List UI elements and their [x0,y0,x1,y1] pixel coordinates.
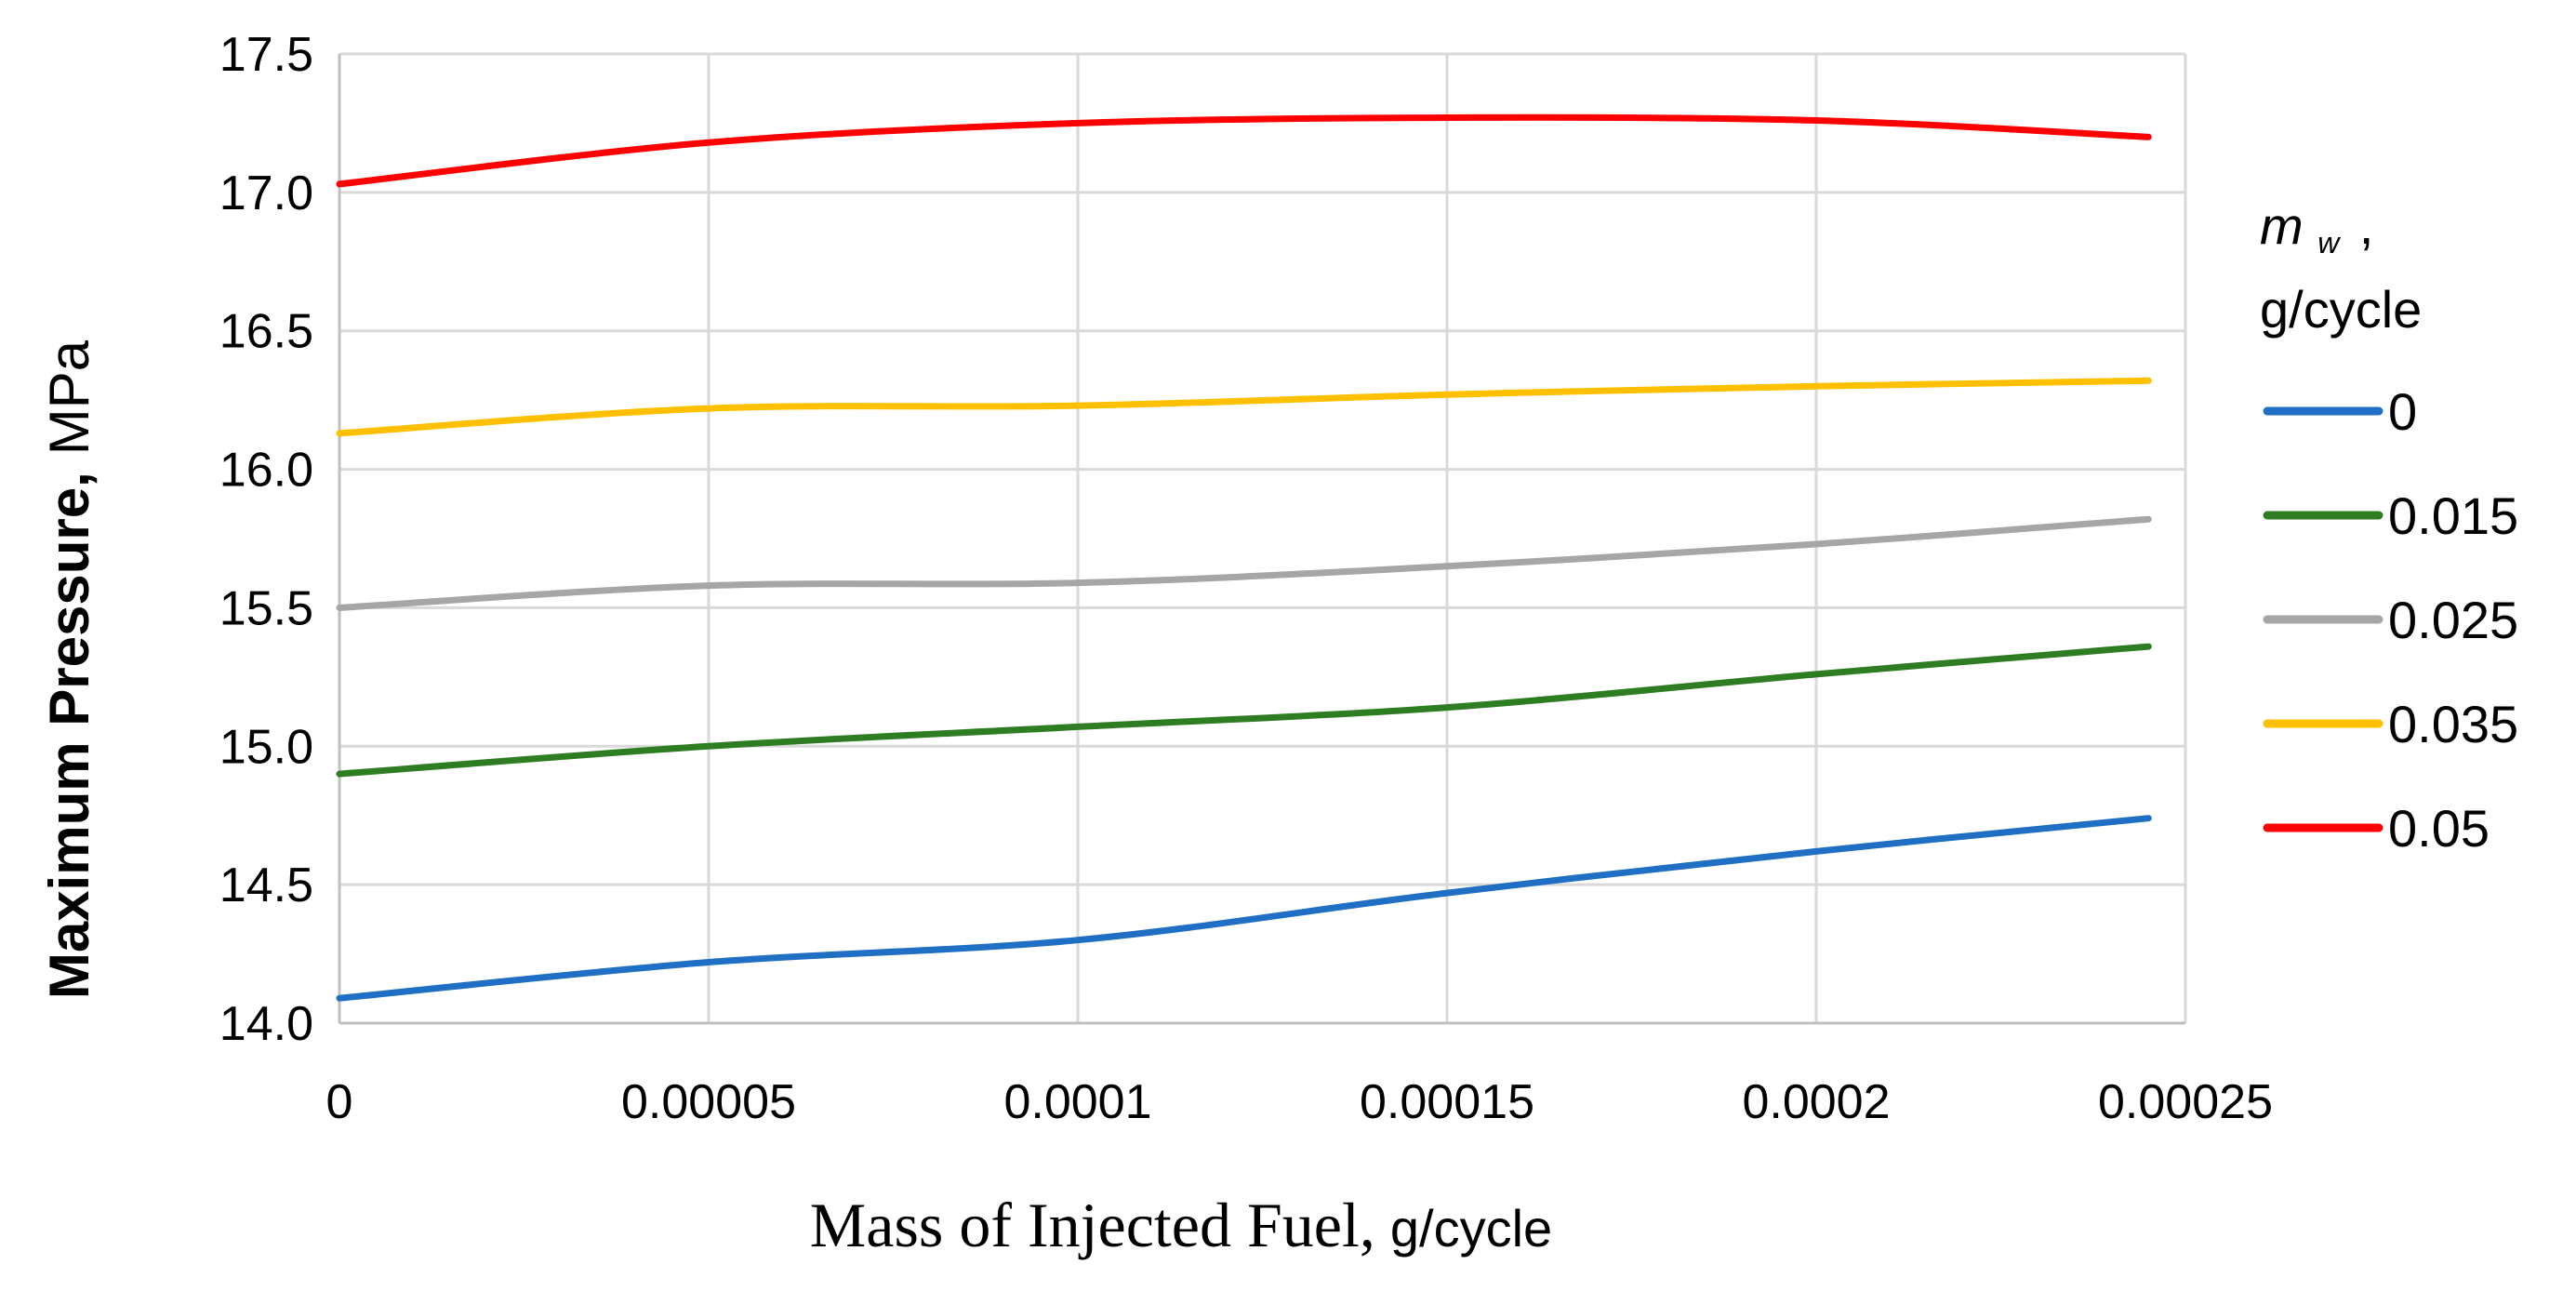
legend-label: 0.035 [2388,695,2518,753]
legend-label: 0 [2388,382,2417,441]
legend-title-subscript: w [2317,226,2341,260]
x-tick-label: 0.0001 [1003,1075,1151,1129]
y-axis-label-main: Maximum Pressure, [38,472,100,999]
legend-label: 0.05 [2388,799,2490,858]
series-lines [336,113,2152,1002]
y-tick-label: 14.0 [219,997,313,1051]
x-tick-label: 0 [326,1075,353,1129]
x-tick-label: 0.0002 [1742,1075,1890,1129]
legend-title: m w , [2260,196,2373,264]
legend: m w , g/cycle 0 0.015 0.025 0.035 0.05 [2260,196,2518,858]
y-tick-label: 15.5 [219,581,313,635]
y-axis-label: Maximum Pressure, MPa [38,339,100,999]
y-tick-label: 17.0 [219,166,313,220]
y-tick-labels: 14.0 14.5 15.0 15.5 16.0 16.5 17.0 17.5 [219,28,313,1051]
series-line-0.015 [336,643,2152,778]
legend-title-unit: g/cycle [2260,280,2422,339]
x-axis-label: Mass of Injected Fuel, g/cycle [810,1190,1552,1260]
x-axis-label-main: Mass of Injected Fuel, [810,1190,1375,1260]
series-line-0 [336,815,2152,1002]
x-axis-label-unit: g/cycle [1390,1199,1552,1258]
axes [338,54,2185,1025]
legend-items: 0 0.015 0.025 0.035 0.05 [2263,382,2518,858]
y-axis-label-unit: MPa [38,339,100,455]
y-tick-label: 15.0 [219,720,313,774]
legend-title-symbol: m [2260,196,2304,255]
series-line-0.05 [336,113,2152,188]
x-tick-label: 0.00005 [621,1075,796,1129]
legend-title-comma: , [2359,196,2374,255]
x-tick-labels: 0 0.00005 0.0001 0.00015 0.0002 0.00025 [326,1075,2273,1129]
legend-label: 0.015 [2388,486,2518,545]
series-line-0.035 [336,377,2152,437]
y-tick-label: 16.5 [219,305,313,359]
y-tick-label: 17.5 [219,28,313,82]
x-tick-label: 0.00025 [2098,1075,2273,1129]
series-line-0.025 [336,515,2152,611]
legend-label: 0.025 [2388,591,2518,649]
y-tick-label: 14.5 [219,858,313,912]
x-tick-label: 0.00015 [1360,1075,1534,1129]
y-tick-label: 16.0 [219,444,313,498]
